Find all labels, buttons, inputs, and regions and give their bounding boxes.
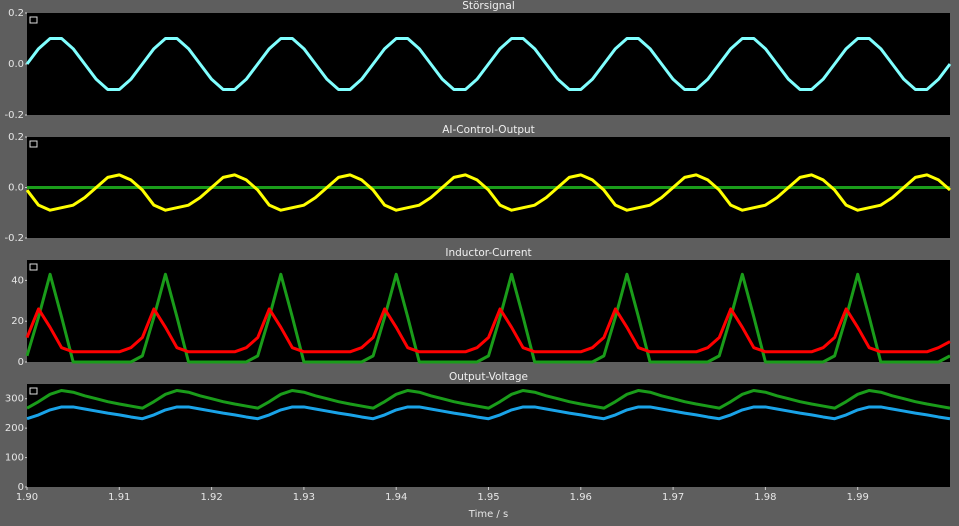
series-line [26, 405, 951, 421]
y-tick-label: 0.0 [8, 183, 24, 194]
y-tick-label: 200 [5, 423, 24, 434]
x-tick-label: 1.92 [200, 492, 222, 503]
panel-icon [29, 263, 38, 271]
x-tick-label: 1.94 [385, 492, 407, 503]
y-tick-label: -0.2 [4, 233, 24, 244]
y-tick-label: 0.2 [8, 132, 24, 143]
x-tick-label: 1.91 [108, 492, 130, 503]
x-tick-label: 1.95 [477, 492, 499, 503]
y-tick-label: 0.2 [8, 8, 24, 19]
y-tick-label: 100 [5, 453, 24, 464]
x-tick-label: 1.97 [662, 492, 684, 503]
panel-title: AI-Control-Output [442, 124, 535, 136]
y-tick-label: 0 [18, 357, 24, 368]
plot-area [27, 260, 950, 362]
series-line [25, 272, 951, 364]
series-line [26, 388, 951, 410]
panel-icon [29, 387, 38, 395]
panel-title: Output-Voltage [449, 371, 528, 383]
series-line [25, 307, 951, 354]
x-tick-label: 1.99 [847, 492, 869, 503]
x-tick-label: 1.93 [293, 492, 315, 503]
x-tick-label: 1.90 [16, 492, 38, 503]
x-tick-label: 1.98 [754, 492, 776, 503]
x-tick-label: 1.96 [570, 492, 592, 503]
series-line [25, 173, 951, 212]
series-line [25, 37, 952, 91]
panel-title: Inductor-Current [445, 247, 531, 259]
y-tick-label: 300 [5, 394, 24, 405]
panel-icon [29, 16, 38, 24]
y-tick-label: -0.2 [4, 110, 24, 121]
y-tick-label: 0.0 [8, 59, 24, 70]
plot-area [27, 384, 950, 487]
y-tick-label: 40 [11, 275, 24, 286]
y-tick-label: 20 [11, 316, 24, 327]
panel-icon [29, 140, 38, 148]
x-axis-label: Time / s [468, 509, 508, 520]
y-tick-label: 0 [18, 482, 24, 493]
panel-title: Störsignal [462, 0, 515, 12]
